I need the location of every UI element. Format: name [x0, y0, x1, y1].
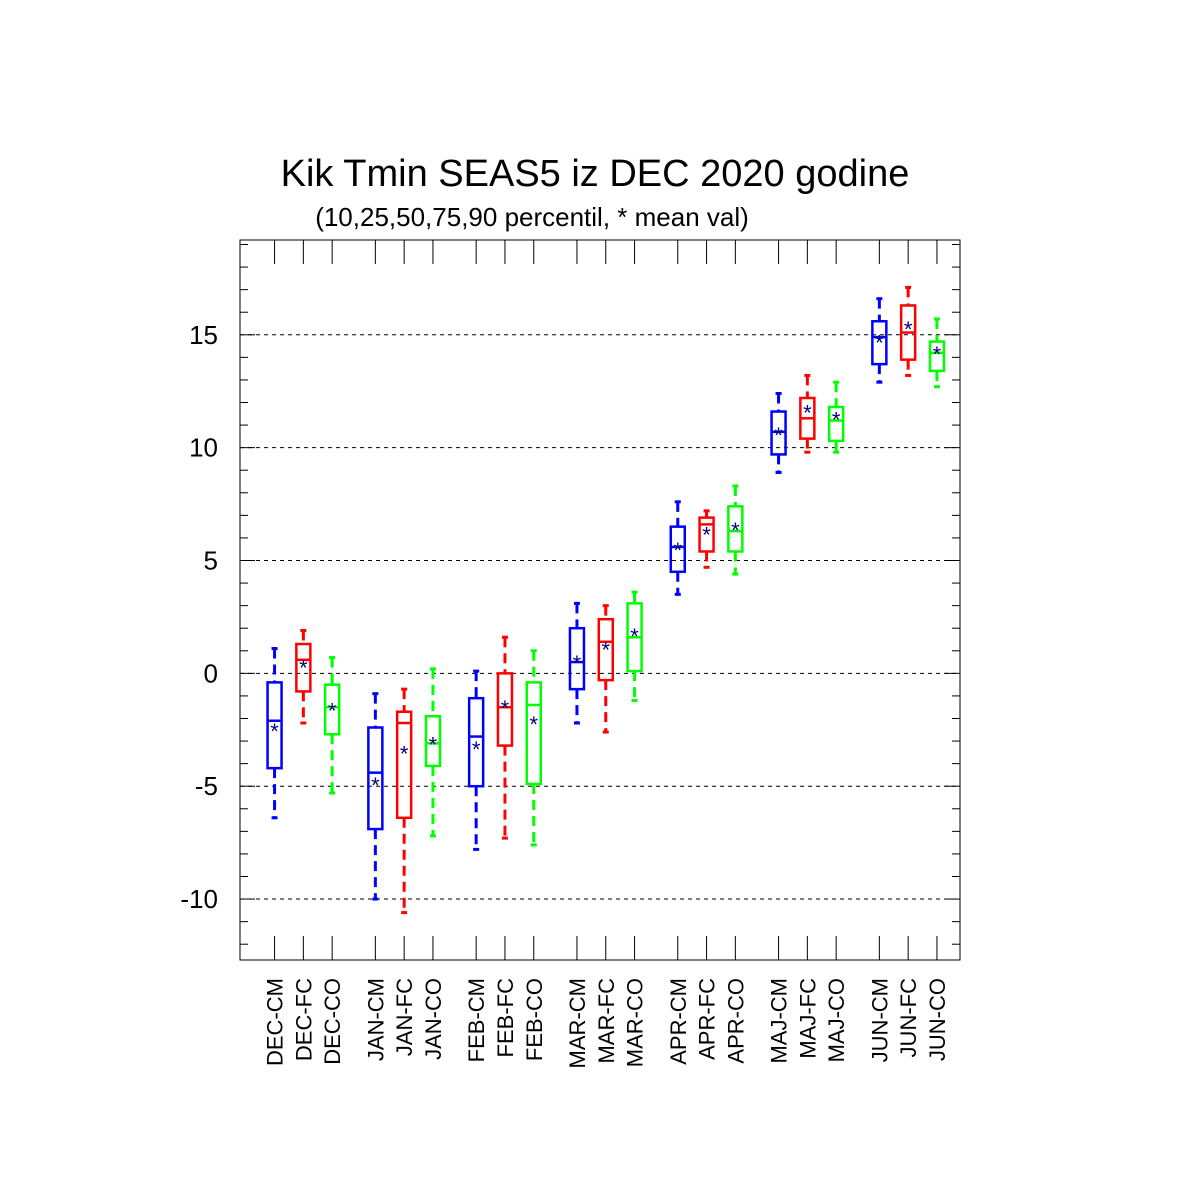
y-tick-label: 0 [204, 658, 218, 688]
iqr-box [424, 714, 442, 768]
mean-marker: * [832, 407, 841, 432]
iqr-box [597, 617, 615, 682]
x-tick-label: FEB-FC [493, 978, 518, 1058]
mean-marker: * [472, 737, 481, 762]
mean-marker: * [702, 522, 711, 547]
mean-marker: * [904, 317, 913, 342]
box-apr-fc: * [698, 509, 715, 569]
box-feb-fc: * [496, 635, 514, 840]
chart-subtitle: (10,25,50,75,90 percentil, * mean val) [315, 202, 749, 232]
box-jun-co: * [928, 317, 946, 389]
mean-marker: * [803, 401, 812, 426]
mean-marker: * [371, 773, 380, 798]
iqr-box [367, 726, 384, 831]
box-mar-fc: * [597, 604, 615, 734]
mean-marker: * [529, 712, 538, 737]
boxes: * * * * * * * * * * * * * * * * * * * * * [266, 285, 946, 915]
iqr-box [568, 626, 586, 691]
box-dec-fc: * [295, 628, 312, 725]
y-tick-label: -10 [180, 884, 218, 914]
mean-marker: * [400, 741, 409, 766]
iqr-box [727, 505, 744, 553]
box-maj-fc: * [799, 373, 816, 454]
x-tick-label: DEC-FC [291, 978, 316, 1061]
box-apr-co: * [727, 484, 744, 576]
box-mar-cm: * [568, 601, 586, 725]
mean-marker: * [630, 624, 639, 649]
x-tick-label: JAN-CM [363, 978, 388, 1061]
x-tick-label: JAN-FC [392, 978, 417, 1056]
plot-frame [239, 239, 961, 961]
iqr-box [266, 681, 283, 770]
iqr-box [323, 683, 341, 736]
box-maj-cm: * [770, 391, 787, 474]
x-tick-label: MAJ-CM [767, 978, 792, 1064]
mean-marker: * [774, 423, 783, 448]
x-tick-label: APR-FC [695, 978, 720, 1060]
box-apr-cm: * [669, 500, 687, 596]
box-jun-fc: * [899, 285, 917, 377]
iqr-box [467, 696, 485, 788]
x-tick-label: JUN-CM [867, 978, 892, 1062]
x-tick-label: MAR-FC [594, 978, 619, 1064]
y-tick-label: 5 [204, 546, 218, 576]
mean-marker: * [328, 698, 337, 723]
x-tick-label: DEC-CM [263, 978, 288, 1066]
y-axis: -10 -5 0 5 10 15 [180, 244, 960, 945]
x-tick-label: APR-CM [666, 978, 691, 1065]
x-tick-label: MAR-CO [623, 978, 648, 1067]
iqr-box [525, 681, 543, 786]
iqr-box [698, 516, 715, 553]
iqr-box [295, 642, 312, 693]
iqr-box [395, 710, 413, 820]
iqr-box [827, 405, 845, 443]
box-feb-co: * [525, 649, 543, 847]
mean-marker: * [429, 732, 438, 757]
x-tick-label: FEB-CM [464, 978, 489, 1062]
x-axis: DEC-CM DEC-FC DEC-CO JAN-CM JAN-FC JAN-CO FEB-… [263, 240, 950, 1068]
y-tick-label: 10 [189, 433, 218, 463]
x-tick-label: FEB-CO [522, 978, 547, 1061]
x-tick-label: JUN-FC [896, 978, 921, 1058]
box-dec-cm: * [266, 647, 283, 820]
mean-marker: * [573, 651, 582, 676]
mean-marker: * [731, 518, 740, 543]
mean-marker: * [299, 656, 308, 681]
iqr-box [871, 320, 888, 366]
box-dec-co: * [323, 656, 341, 795]
x-tick-label: MAR-CM [565, 978, 590, 1068]
box-jan-fc: * [395, 687, 413, 915]
iqr-box [496, 672, 514, 747]
box-mar-co: * [626, 590, 643, 702]
y-tick-label: 15 [189, 320, 218, 350]
mean-marker: * [673, 538, 682, 563]
mean-marker: * [875, 331, 884, 356]
mean-marker: * [933, 342, 942, 367]
box-feb-cm: * [467, 669, 485, 851]
iqr-box [928, 340, 946, 373]
x-tick-label: JUN-CO [925, 978, 950, 1061]
iqr-box [669, 525, 687, 574]
mean-marker: * [270, 719, 279, 744]
gridlines [240, 334, 960, 900]
box-jan-cm: * [367, 692, 384, 901]
box-jun-cm: * [871, 297, 888, 384]
chart-title: Kik Tmin SEAS5 iz DEC 2020 godine [281, 153, 910, 195]
x-tick-label: MAJ-FC [795, 978, 820, 1059]
x-tick-label: DEC-CO [320, 978, 345, 1065]
x-tick-label: JAN-CO [421, 978, 446, 1060]
x-tick-label: MAJ-CO [824, 978, 849, 1062]
box-jan-co: * [424, 667, 442, 838]
x-tick-label: APR-CO [723, 978, 748, 1064]
y-tick-label: -5 [195, 771, 218, 801]
mean-marker: * [601, 638, 610, 663]
mean-marker: * [501, 696, 510, 721]
box-maj-co: * [827, 380, 845, 454]
